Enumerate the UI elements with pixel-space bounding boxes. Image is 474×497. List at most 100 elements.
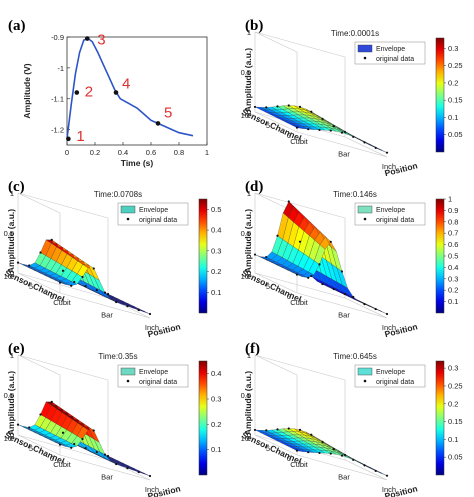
legend-marker-data-c bbox=[126, 217, 130, 221]
colorbar-tick-label-b: 0.05 bbox=[448, 130, 463, 139]
y-tick-label-e: 5 bbox=[29, 444, 33, 453]
legend-marker-data-f bbox=[363, 379, 367, 383]
amplitude-line bbox=[66, 37, 194, 139]
original-data-point-d bbox=[363, 303, 366, 306]
original-data-point-c bbox=[73, 280, 76, 284]
original-data-point-e bbox=[28, 426, 31, 429]
legend-box-d bbox=[354, 202, 426, 226]
panel-label-c: (c) bbox=[8, 179, 25, 195]
x-tick-label-a: 0.2 bbox=[90, 148, 100, 157]
original-data-point-c bbox=[58, 281, 62, 284]
colorbar-tick-label-c: 0.5 bbox=[211, 205, 221, 214]
surface-patch-b bbox=[376, 147, 388, 153]
z-axis-label-b: Amplitude (a.u.) bbox=[243, 48, 253, 112]
legend-box-f bbox=[354, 364, 426, 388]
x-tick-label-d: Cubit bbox=[290, 298, 308, 307]
panel-b: (b) Time:0.0001s00.51CubitBarInch0510Posi… bbox=[240, 18, 462, 178]
original-data-point-b bbox=[343, 130, 347, 134]
z-axis-label-d: Amplitude (a.u.) bbox=[243, 209, 253, 273]
colorbar-d bbox=[435, 198, 445, 314]
colorbar-tick-label-e: 0.1 bbox=[211, 445, 221, 454]
colorbar-tick-label-d: 0.4 bbox=[448, 263, 458, 272]
panel-e: (e) Time:0.35s00.51CubitBarInch0510Positi… bbox=[3, 341, 221, 497]
original-data-point-c bbox=[126, 305, 129, 308]
legend-marker-data-b bbox=[363, 56, 367, 60]
panel-f: (f) Time:0.645s00.51CubitBarInch0510Posit… bbox=[240, 341, 462, 497]
original-data-point-e bbox=[148, 474, 152, 478]
legend-box-e bbox=[117, 364, 189, 388]
original-data-point-d bbox=[329, 240, 332, 243]
axis-box-line-b bbox=[254, 111, 298, 133]
original-data-point-d bbox=[295, 273, 299, 276]
panel-label-a: (a) bbox=[8, 18, 26, 34]
colorbar-tick-label-b: 0.3 bbox=[448, 44, 458, 53]
original-data-point-d bbox=[265, 255, 268, 259]
original-data-point-b bbox=[363, 141, 366, 144]
original-data-point-f bbox=[253, 428, 257, 432]
axis-box-line-d bbox=[254, 192, 346, 219]
colorbar-tick-label-f: 0.1 bbox=[448, 435, 458, 444]
original-data-point-d bbox=[374, 307, 377, 311]
colorbar-tick-label-c: 0.1 bbox=[211, 288, 221, 297]
colorbar-tick-label-c: 0.3 bbox=[211, 246, 221, 255]
original-data-point-e bbox=[126, 467, 129, 470]
colorbar-tick-label-d: 0.9 bbox=[448, 206, 458, 215]
x-tick-label-c: Inch bbox=[145, 323, 159, 332]
axis-box-line-f bbox=[344, 459, 388, 481]
original-data-point-b bbox=[253, 105, 257, 109]
legend-label-data-b: original data bbox=[376, 56, 414, 63]
x-tick-label-e: Cubit bbox=[53, 460, 71, 469]
original-data-point-c bbox=[137, 308, 140, 312]
axis-box-line-d bbox=[254, 272, 346, 299]
z-tick-label-e: 0 bbox=[10, 431, 14, 440]
legend-label-data-c: original data bbox=[139, 217, 177, 224]
axis-box-line-d bbox=[296, 292, 388, 319]
legend-marker-data-d bbox=[363, 217, 367, 221]
original-data-point-d bbox=[332, 287, 335, 291]
panel-label-b: (b) bbox=[245, 18, 263, 34]
original-data-point-b bbox=[385, 151, 389, 154]
y-tick-label-e: 0 bbox=[50, 454, 54, 463]
legend-label-data-e: original data bbox=[139, 379, 177, 386]
axis-box-line-e bbox=[59, 454, 151, 481]
panel-title-e: Time:0.35s bbox=[98, 352, 137, 361]
point-label-1: 1 bbox=[76, 128, 84, 145]
original-data-point-c bbox=[95, 288, 98, 292]
z-tick-label-f: 0 bbox=[247, 431, 251, 440]
colorbar-tick-label-d: 0.8 bbox=[448, 217, 458, 226]
original-data-point-f bbox=[295, 449, 299, 452]
x-tick-label-c: Bar bbox=[101, 311, 113, 320]
x-tick-label-f: Bar bbox=[338, 473, 350, 482]
original-data-point-b bbox=[298, 105, 302, 108]
original-data-point-e bbox=[16, 423, 20, 426]
z-tick-label-f: 0.5 bbox=[241, 391, 251, 400]
colorbar-tick-label-e: 0.4 bbox=[211, 369, 221, 378]
legend-box-b bbox=[354, 41, 426, 65]
y-tick-label-a: -1 bbox=[57, 64, 64, 73]
original-data-point-f bbox=[318, 451, 321, 454]
panel-label-e: (e) bbox=[8, 341, 25, 357]
legend-label-data-f: original data bbox=[376, 379, 414, 386]
y-tick-label-d: 5 bbox=[266, 282, 270, 291]
original-data-point-b bbox=[321, 117, 324, 121]
panel-title-f: Time:0.645s bbox=[333, 352, 377, 361]
z-tick-label-d: 0 bbox=[247, 269, 251, 278]
marker-point-2 bbox=[74, 90, 80, 95]
y-tick-label-c: 5 bbox=[29, 282, 33, 291]
axis-box-line-f bbox=[254, 354, 346, 381]
original-data-point-f bbox=[276, 428, 279, 431]
point-label-3: 3 bbox=[97, 32, 105, 49]
z-tick-label-c: 1 bbox=[10, 189, 14, 198]
original-data-point-c bbox=[39, 251, 42, 254]
colorbar-tick-label-e: 0.2 bbox=[211, 420, 221, 429]
original-data-point-f bbox=[374, 469, 377, 473]
original-data-point-e bbox=[81, 437, 84, 441]
colorbar-tick-label-c: 0.2 bbox=[211, 267, 221, 276]
panel-title-c: Time:0.0708s bbox=[94, 190, 142, 199]
original-data-point-f bbox=[340, 454, 344, 457]
original-data-point-b bbox=[374, 146, 377, 150]
panel-label-d: (d) bbox=[245, 179, 263, 195]
y-tick-label-b: 0 bbox=[287, 131, 291, 140]
y-tick-label-f: 10 bbox=[241, 434, 249, 443]
